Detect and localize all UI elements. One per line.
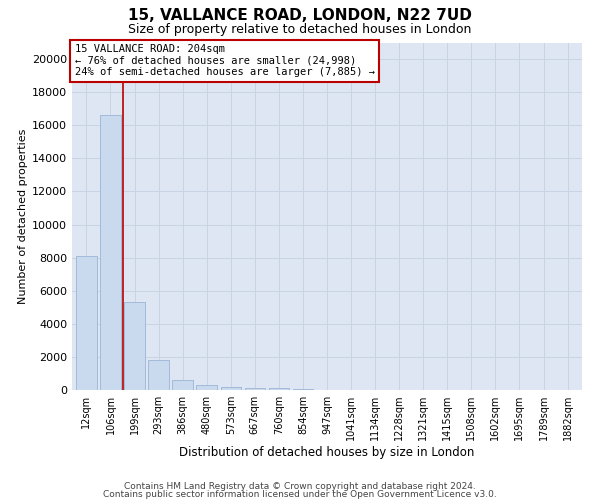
Text: 15 VALLANCE ROAD: 204sqm
← 76% of detached houses are smaller (24,998)
24% of se: 15 VALLANCE ROAD: 204sqm ← 76% of detach…: [74, 44, 374, 78]
X-axis label: Distribution of detached houses by size in London: Distribution of detached houses by size …: [179, 446, 475, 459]
Bar: [172, 380, 193, 390]
Bar: [76, 256, 97, 390]
Bar: [221, 386, 241, 390]
Bar: [269, 388, 289, 390]
Text: 15, VALLANCE ROAD, LONDON, N22 7UD: 15, VALLANCE ROAD, LONDON, N22 7UD: [128, 8, 472, 22]
Bar: [293, 388, 313, 390]
Text: Contains HM Land Registry data © Crown copyright and database right 2024.: Contains HM Land Registry data © Crown c…: [124, 482, 476, 491]
Bar: [100, 116, 121, 390]
Bar: [148, 360, 169, 390]
Text: Size of property relative to detached houses in London: Size of property relative to detached ho…: [128, 22, 472, 36]
Text: Contains public sector information licensed under the Open Government Licence v3: Contains public sector information licen…: [103, 490, 497, 499]
Bar: [245, 388, 265, 390]
Bar: [124, 302, 145, 390]
Y-axis label: Number of detached properties: Number of detached properties: [18, 128, 28, 304]
Bar: [196, 385, 217, 390]
